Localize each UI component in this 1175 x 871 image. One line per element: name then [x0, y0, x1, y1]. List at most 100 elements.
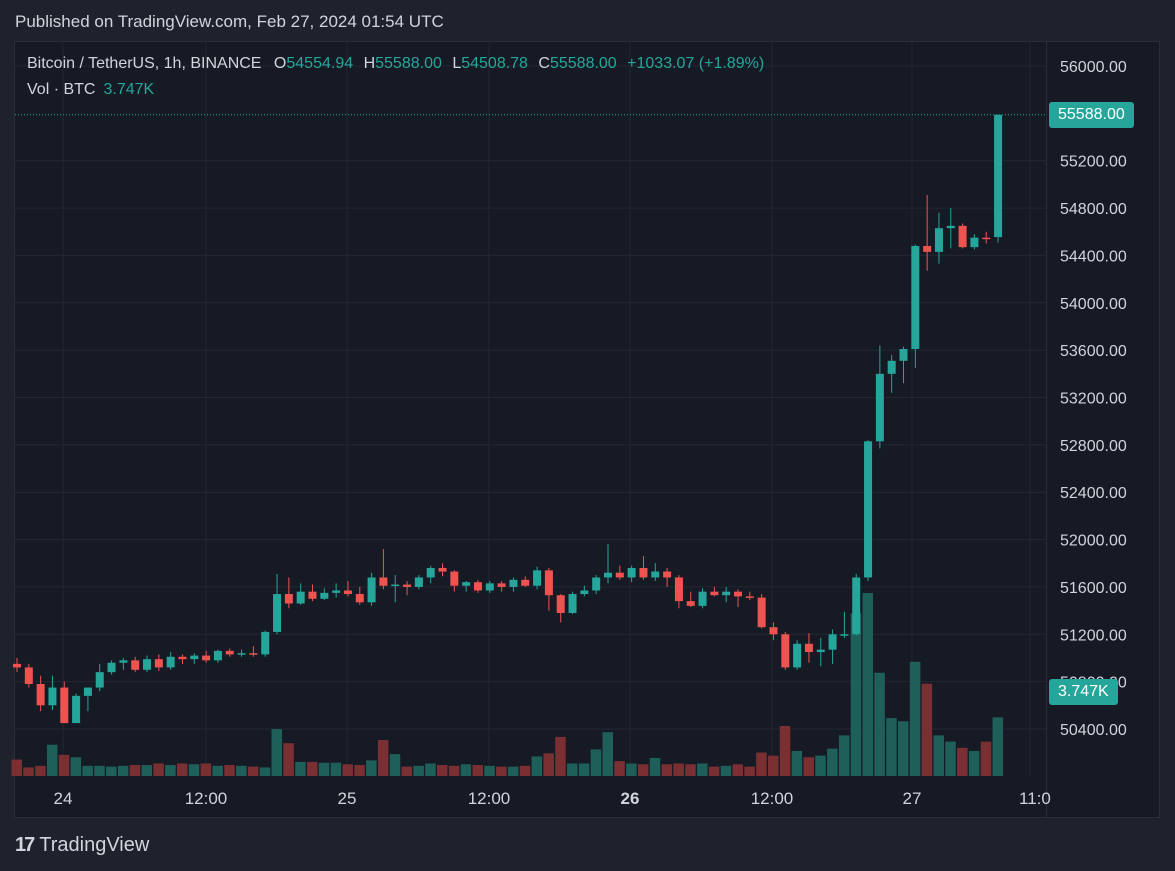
volume-bar	[992, 717, 1004, 776]
volume-bar	[307, 761, 318, 776]
volume-bar	[886, 718, 897, 776]
candle-body	[982, 237, 991, 240]
candle-body	[143, 659, 152, 670]
candle-body	[994, 114, 1003, 238]
candle-body	[544, 570, 553, 596]
volume-bar	[567, 763, 578, 776]
candle-body	[131, 660, 140, 670]
volume-bar	[507, 766, 519, 776]
volume-bar	[661, 764, 673, 776]
candle-body	[686, 601, 695, 606]
low-label: L	[452, 55, 462, 72]
close-value: 55588.00	[549, 55, 617, 72]
candle-body	[970, 237, 979, 248]
volume-bar	[377, 740, 389, 776]
volume-bar	[850, 613, 862, 776]
tradingview-footer[interactable]: 17 TradingView	[15, 834, 149, 857]
volume-bar	[212, 765, 223, 776]
volume-bar	[945, 741, 956, 776]
candle-body	[343, 590, 352, 595]
candle-body	[308, 591, 317, 599]
last-price-tag: 55588.00	[1049, 101, 1134, 128]
time-tick-label: 12:00	[468, 789, 511, 808]
candle-body	[261, 631, 270, 655]
price-tick-label: 54800.00	[1060, 201, 1127, 218]
volume-bar	[460, 764, 472, 776]
volume-bar	[283, 743, 294, 776]
open-value: 54554.94	[286, 55, 354, 72]
volume-bar	[117, 765, 129, 776]
volume-bar	[389, 754, 401, 776]
volume-bar	[732, 764, 744, 776]
candle-body	[840, 634, 849, 636]
volume-bar	[330, 762, 342, 776]
candle-body	[592, 577, 601, 591]
price-tick-label: 54400.00	[1060, 248, 1127, 265]
candle-body	[166, 656, 175, 668]
candle-body	[72, 695, 81, 724]
volume-bar	[602, 732, 613, 776]
volume-bar	[555, 736, 566, 776]
volume-bar	[236, 765, 247, 776]
last-volume-tag: 3.747K	[1049, 679, 1118, 705]
volume-bar	[519, 765, 531, 776]
volume-bar	[697, 763, 708, 776]
volume-bar	[176, 763, 188, 776]
volume-bar	[614, 761, 625, 776]
symbol-label: Bitcoin / TetherUS, 1h, BINANCE	[27, 55, 262, 72]
candle-body	[450, 571, 459, 586]
candle-body	[60, 687, 69, 724]
volume-bar	[909, 661, 921, 776]
price-tick-label: 55200.00	[1060, 154, 1127, 171]
candle-body	[367, 577, 376, 603]
candle-body	[473, 582, 482, 591]
candle-body	[828, 634, 837, 650]
volume-bar	[472, 765, 483, 776]
candle-body	[202, 655, 211, 661]
candle-body	[923, 245, 932, 252]
volume-bar	[141, 765, 153, 776]
candle-body	[462, 582, 471, 586]
candles	[13, 114, 1003, 724]
published-header: Published on TradingView.com, Feb 27, 20…	[15, 12, 444, 31]
high-value: 55588.00	[375, 55, 442, 72]
candle-body	[864, 441, 873, 578]
volume-bar	[35, 765, 46, 776]
candle-body	[119, 660, 128, 663]
volume-bar	[247, 766, 259, 776]
candle-body	[284, 594, 293, 604]
time-tick-label: 12:00	[751, 789, 794, 808]
volume-bar	[318, 762, 330, 776]
candle-body	[83, 687, 92, 696]
low-value: 54508.78	[461, 55, 528, 72]
candle-body	[911, 245, 920, 349]
candle-body	[710, 591, 719, 596]
volume-bar	[685, 764, 696, 776]
time-tick-label: 25	[338, 789, 357, 808]
candle-body	[225, 650, 234, 655]
volume-bar	[827, 748, 838, 776]
candle-body	[781, 634, 790, 668]
candle-body	[745, 596, 754, 598]
candle-body	[24, 667, 33, 685]
volume-bar	[626, 763, 637, 776]
candle-body	[698, 591, 707, 606]
volume-bar	[58, 754, 70, 776]
volume-bar	[933, 735, 944, 776]
time-tick-label: 11:0	[1019, 789, 1051, 808]
volume-legend: Vol · BTC 3.747K	[27, 81, 154, 99]
candle-body	[438, 567, 447, 572]
candle-body	[213, 650, 222, 661]
volume-bar	[129, 765, 141, 776]
volume-bar	[803, 757, 814, 776]
candle-body	[249, 653, 258, 655]
price-tick-label: 54000.00	[1060, 296, 1127, 313]
time-tick-label: 24	[54, 789, 73, 808]
time-tick-label: 27	[903, 789, 922, 808]
volume-bar	[637, 764, 649, 776]
volume-bar	[200, 763, 212, 776]
candle-body	[946, 225, 955, 229]
volume-bar	[708, 766, 720, 776]
candle-body	[804, 643, 813, 653]
